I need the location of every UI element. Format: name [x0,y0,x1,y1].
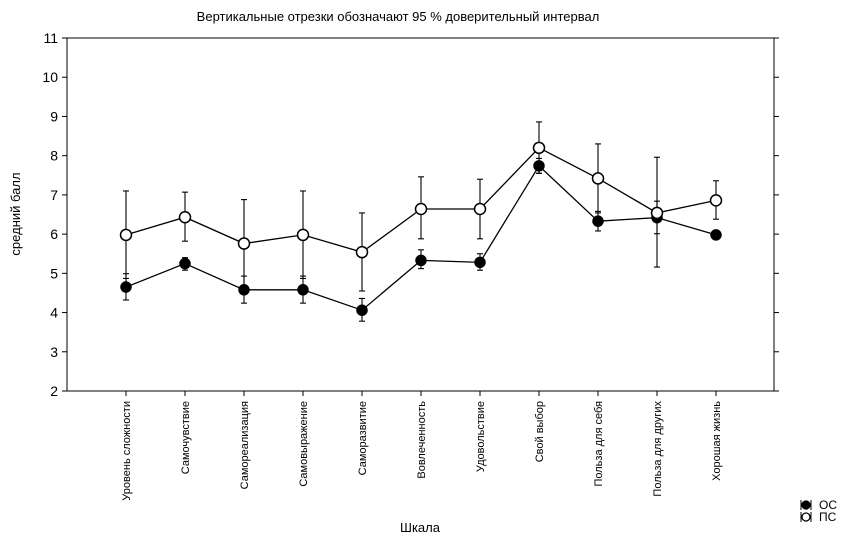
data-point [710,229,722,241]
x-tick-label: Польза для себя [593,401,605,487]
data-point [709,194,723,207]
y-axis: 2 3 4 5 6 7 8 9 10 11 [42,30,779,399]
data-point [178,210,192,224]
x-axis: Уровень сложности Самочувствие Самореализа… [121,391,723,501]
x-tick-label: Самовыражение [298,401,310,487]
chart-title: Вертикальные отрезки обозначают 95 % дов… [197,9,600,24]
x-tick-label: Хорошая жизнь [711,401,723,481]
data-point [474,256,486,269]
y-tick-label: 11 [43,30,58,46]
x-tick-label: Удовольствие [475,401,487,472]
data-point [473,202,487,216]
x-tick-label: Самочувствие [180,401,192,474]
data-point [237,237,251,250]
x-tick-label: Уровень сложности [121,401,133,501]
series-layer [119,121,723,322]
data-point [650,206,664,220]
x-tick-label: Самореализация [239,401,251,489]
x-axis-title: Шкала [400,520,441,535]
data-point [592,215,604,227]
data-point [297,284,309,296]
y-tick-label: 9 [50,108,58,124]
data-point [415,254,427,267]
x-tick-label: Польза для других [652,401,664,497]
data-point [414,202,428,216]
legend-marker [801,512,811,522]
y-tick-label: 6 [50,226,58,242]
y-tick-label: 2 [50,383,58,399]
y-tick-label: 4 [50,305,58,321]
legend-label: ОС [819,498,837,512]
y-tick-label: 10 [42,69,58,85]
data-point [296,228,310,242]
data-point [356,304,368,316]
data-point [591,172,605,185]
data-point [120,281,132,293]
y-axis-title: средний балл [8,172,23,255]
y-tick-label: 3 [50,344,58,360]
data-point [119,228,133,242]
data-point [355,245,369,259]
data-point [532,141,546,155]
legend-marker [801,500,811,510]
x-tick-label: Вовлеченность [416,401,428,479]
y-tick-label: 5 [50,265,58,281]
series-2 [119,121,723,292]
legend-label: ПС [819,510,837,524]
x-tick-label: Саморазвитие [357,401,369,475]
y-tick-label: 8 [50,148,58,164]
data-point [179,257,191,270]
y-tick-label: 7 [50,187,58,203]
x-tick-label: Свой выбор [534,401,546,462]
